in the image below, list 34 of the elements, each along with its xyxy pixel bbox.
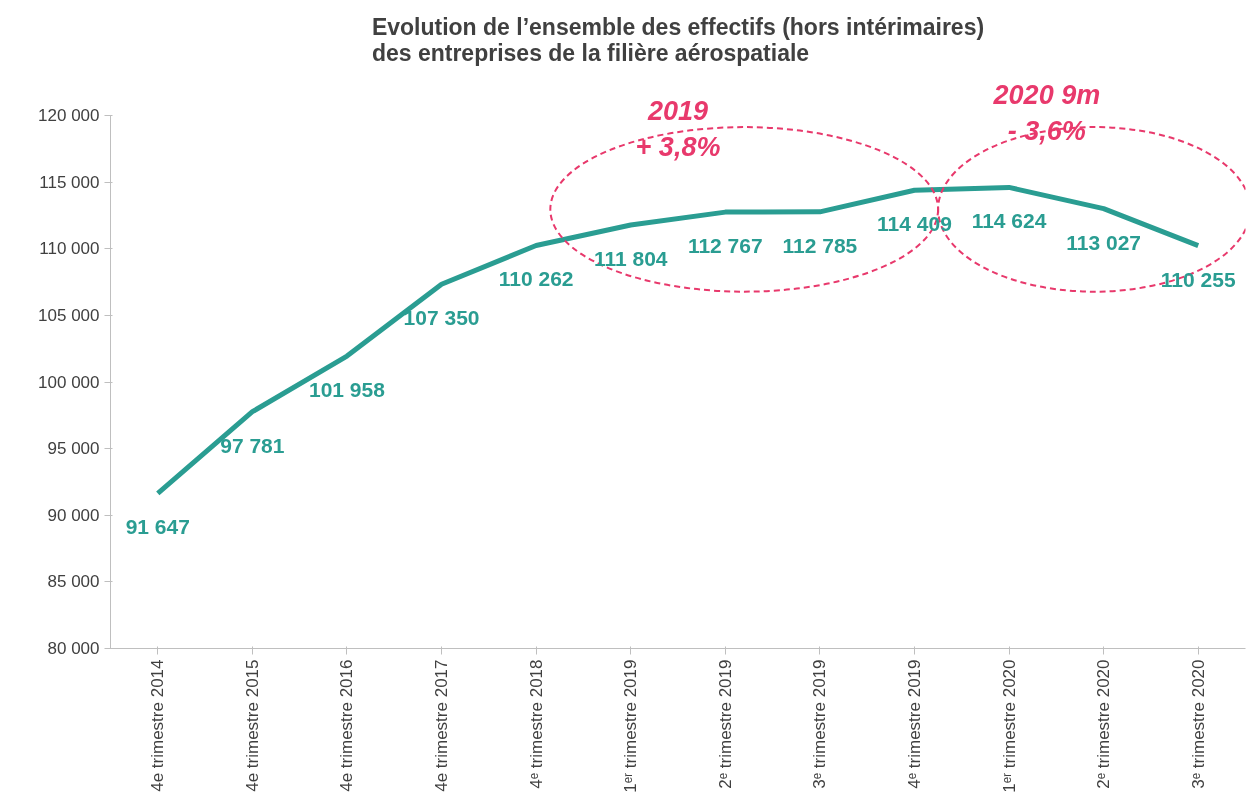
data-label: 97 781: [220, 433, 285, 457]
data-label: 107 350: [403, 306, 480, 330]
annotation: 2019 + 3,8%: [635, 96, 721, 163]
x-tick-label: 1ᵉʳ trimestre 2019: [621, 659, 641, 793]
data-label: 113 027: [1066, 230, 1142, 254]
x-tick-label: 4e trimestre 2015: [242, 659, 262, 792]
y-tick-label: 120 000: [38, 106, 100, 126]
data-label: 91 647: [125, 515, 190, 539]
x-tick-label: 4e trimestre 2016: [337, 659, 357, 792]
y-tick-label: 115 000: [39, 172, 100, 192]
data-label: 101 958: [309, 378, 386, 402]
y-tick-label: 85 000: [47, 572, 100, 592]
y-tick-label: 105 000: [38, 306, 100, 326]
x-tick-label: 4e trimestre 2017: [432, 659, 452, 792]
data-label: 112 785: [782, 233, 858, 257]
x-tick-label: 3ᵉ trimestre 2019: [810, 659, 830, 789]
x-tick-label: 1ᵉʳ trimestre 2020: [999, 659, 1019, 793]
x-tick-label: 4ᵉ trimestre 2018: [526, 659, 546, 789]
data-label: 112 767: [687, 234, 763, 258]
chart-title: Evolution de l’ensemble des effectifs (hors intérimaires) des entreprises de la filière aérospatiale: [371, 13, 985, 66]
x-tick-label: 2ᵉ trimestre 2020: [1094, 659, 1114, 789]
y-tick-label: 80 000: [47, 639, 100, 658]
y-tick-label: 90 000: [47, 505, 100, 525]
data-label: 114 624: [971, 209, 1047, 233]
data-label: 111 804: [593, 246, 668, 270]
data-label: 110 262: [498, 267, 574, 291]
x-tick-label: 2ᵉ trimestre 2019: [715, 659, 735, 789]
y-tick-label: 110 000: [39, 239, 100, 259]
y-tick-label: 95 000: [47, 439, 100, 459]
x-tick-label: 4e trimestre 2014: [148, 659, 168, 792]
annotation: 2020 9m - 3,6%: [992, 80, 1101, 147]
y-tick-label: 100 000: [38, 372, 100, 392]
x-tick-label: 3ᵉ trimestre 2020: [1188, 659, 1208, 789]
x-tick-label: 4ᵉ trimestre 2019: [904, 659, 924, 789]
